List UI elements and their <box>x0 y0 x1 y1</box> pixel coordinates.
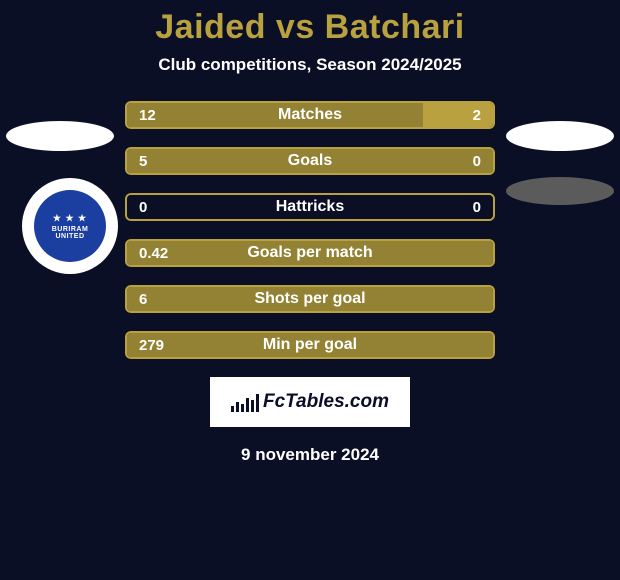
row-gpm-label: Goals per match <box>127 244 493 262</box>
row-mpg-left-value: 279 <box>139 337 164 354</box>
fctables-logo: FcTables.com <box>210 377 410 427</box>
row-matches-right-value: 2 <box>473 107 481 124</box>
row-goals: 5 Goals 0 <box>125 147 495 175</box>
row-goals-label: Goals <box>127 152 493 170</box>
row-hattricks-left-value: 0 <box>139 199 147 216</box>
row-matches-label: Matches <box>127 106 493 124</box>
row-spg: 6 Shots per goal <box>125 285 495 313</box>
row-mpg-label: Min per goal <box>127 336 493 354</box>
page-subtitle: Club competitions, Season 2024/2025 <box>0 55 620 75</box>
comparison-bars: 12 Matches 2 5 Goals 0 0 Hattricks 0 0.4… <box>0 101 620 359</box>
row-hattricks-right-value: 0 <box>473 199 481 216</box>
row-mpg: 279 Min per goal <box>125 331 495 359</box>
page-title: Jaided vs Batchari <box>0 0 620 47</box>
row-goals-right-value: 0 <box>473 153 481 170</box>
row-spg-label: Shots per goal <box>127 290 493 308</box>
footer-date: 9 november 2024 <box>0 445 620 465</box>
row-goals-left-value: 5 <box>139 153 147 170</box>
logo-bars-icon <box>231 392 259 412</box>
row-matches-left-value: 12 <box>139 107 156 124</box>
row-spg-left-value: 6 <box>139 291 147 308</box>
row-gpm-left-value: 0.42 <box>139 245 168 262</box>
row-gpm: 0.42 Goals per match <box>125 239 495 267</box>
row-matches: 12 Matches 2 <box>125 101 495 129</box>
row-hattricks: 0 Hattricks 0 <box>125 193 495 221</box>
row-hattricks-label: Hattricks <box>127 198 493 216</box>
comparison-card: Jaided vs Batchari Club competitions, Se… <box>0 0 620 580</box>
logo-text: FcTables.com <box>263 391 389 413</box>
